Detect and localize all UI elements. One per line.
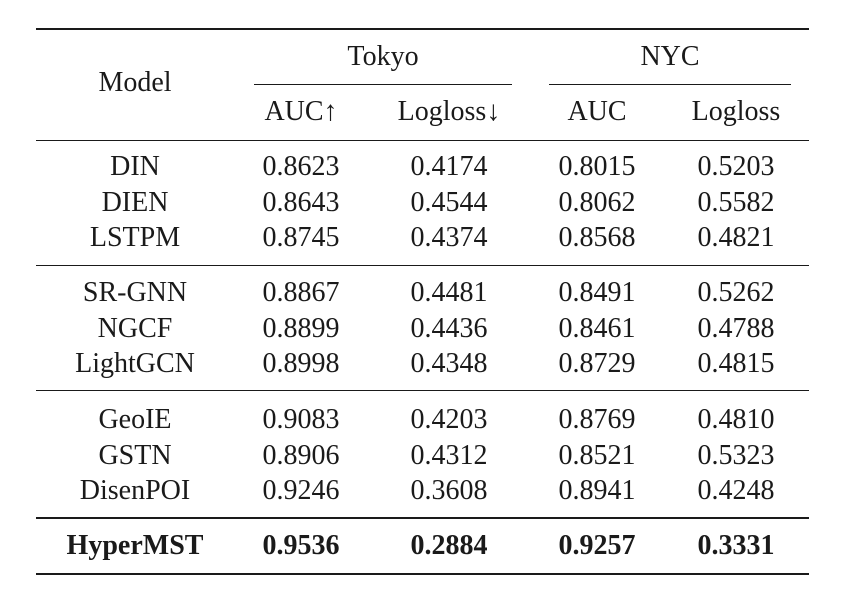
- nyc-logloss-cell: 0.3331: [697, 530, 775, 561]
- nyc-logloss-cell: 0.4810: [697, 404, 775, 435]
- nyc-logloss-cell: 0.5203: [697, 151, 775, 182]
- model-name-cell: LightGCN: [75, 348, 195, 379]
- model-name-cell: DIN: [110, 151, 160, 182]
- model-name-cell: GSTN: [98, 440, 172, 471]
- tokyo-auc-cell: 0.8899: [262, 313, 340, 344]
- col-header-tokyo-auc: AUC↑: [264, 96, 338, 127]
- top-rule: [36, 28, 809, 30]
- tokyo-auc-cell: 0.8643: [262, 187, 340, 218]
- model-name-cell: LSTPM: [89, 222, 181, 253]
- nyc-auc-cell: 0.9257: [558, 530, 636, 561]
- tokyo-logloss-cell: 0.4348: [410, 348, 488, 379]
- tokyo-auc-cell: 0.8867: [262, 277, 340, 308]
- header-rule: [36, 140, 809, 141]
- nyc-logloss-cell: 0.4815: [697, 348, 775, 379]
- nyc-logloss-cell: 0.4788: [697, 313, 775, 344]
- col-header-tokyo-logloss: Logloss↓: [397, 96, 501, 127]
- group-2-rule: [36, 390, 809, 391]
- nyc-logloss-cell: 0.5582: [697, 187, 775, 218]
- tokyo-auc-cell: 0.8623: [262, 151, 340, 182]
- nyc-auc-cell: 0.8729: [558, 348, 636, 379]
- nyc-auc-cell: 0.8461: [558, 313, 636, 344]
- tokyo-auc-cell: 0.9536: [262, 530, 340, 561]
- model-name-cell: GeoIE: [98, 404, 172, 435]
- bottom-rule: [36, 573, 809, 575]
- nyc-auc-cell: 0.8491: [558, 277, 636, 308]
- tokyo-auc-cell: 0.8906: [262, 440, 340, 471]
- tokyo-auc-cell: 0.8745: [262, 222, 340, 253]
- tokyo-header: Tokyo: [347, 41, 419, 72]
- nyc-logloss-cell: 0.4248: [697, 475, 775, 506]
- tokyo-logloss-cell: 0.3608: [410, 475, 488, 506]
- nyc-auc-cell: 0.8015: [558, 151, 636, 182]
- tokyo-auc-cell: 0.9083: [262, 404, 340, 435]
- nyc-auc-cell: 0.8062: [558, 187, 636, 218]
- nyc-cmidrule: [549, 84, 791, 85]
- tokyo-logloss-cell: 0.4312: [410, 440, 488, 471]
- col-header-nyc-auc: AUC: [567, 96, 627, 127]
- nyc-auc-cell: 0.8568: [558, 222, 636, 253]
- tokyo-cmidrule: [254, 84, 512, 85]
- model-name-cell: DisenPOI: [79, 475, 191, 506]
- tokyo-logloss-cell: 0.4544: [410, 187, 488, 218]
- col-header-nyc-logloss: Logloss: [691, 96, 781, 127]
- model-header: Model: [98, 67, 172, 98]
- tokyo-logloss-cell: 0.4481: [410, 277, 488, 308]
- nyc-auc-cell: 0.8769: [558, 404, 636, 435]
- nyc-logloss-cell: 0.4821: [697, 222, 775, 253]
- model-name-cell: DIEN: [101, 187, 169, 218]
- tokyo-logloss-cell: 0.2884: [410, 530, 488, 561]
- tokyo-auc-cell: 0.9246: [262, 475, 340, 506]
- group-3-rule: [36, 517, 809, 519]
- nyc-logloss-cell: 0.5262: [697, 277, 775, 308]
- model-name-cell: NGCF: [97, 313, 173, 344]
- model-name-cell: SR-GNN: [82, 277, 188, 308]
- nyc-auc-cell: 0.8941: [558, 475, 636, 506]
- tokyo-logloss-cell: 0.4436: [410, 313, 488, 344]
- nyc-header: NYC: [640, 41, 700, 72]
- tokyo-auc-cell: 0.8998: [262, 348, 340, 379]
- group-1-rule: [36, 265, 809, 266]
- tokyo-logloss-cell: 0.4374: [410, 222, 488, 253]
- tokyo-logloss-cell: 0.4203: [410, 404, 488, 435]
- nyc-auc-cell: 0.8521: [558, 440, 636, 471]
- model-name-cell: HyperMST: [66, 530, 204, 561]
- tokyo-logloss-cell: 0.4174: [410, 151, 488, 182]
- nyc-logloss-cell: 0.5323: [697, 440, 775, 471]
